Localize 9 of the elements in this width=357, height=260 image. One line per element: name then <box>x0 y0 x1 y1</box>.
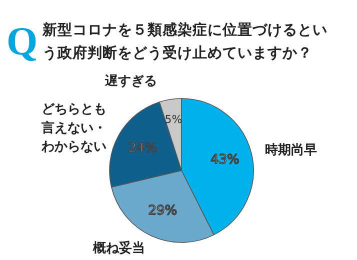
chart-title: 新型コロナを５類感染症に位置づけるという政府判断をどう受け止めていますか？ <box>42 20 328 62</box>
data-label: 24% <box>128 141 158 156</box>
slice-label: 時期尚早 <box>265 143 318 158</box>
slice-label: 概ね妥当 <box>92 240 146 256</box>
data-label: 29% <box>148 203 178 218</box>
data-label: 43% <box>210 152 240 168</box>
text: Q <box>6 18 38 64</box>
slice-label: 遅すぎる <box>104 74 157 90</box>
slice-label: どちらとも言えない・わからない <box>40 102 107 155</box>
